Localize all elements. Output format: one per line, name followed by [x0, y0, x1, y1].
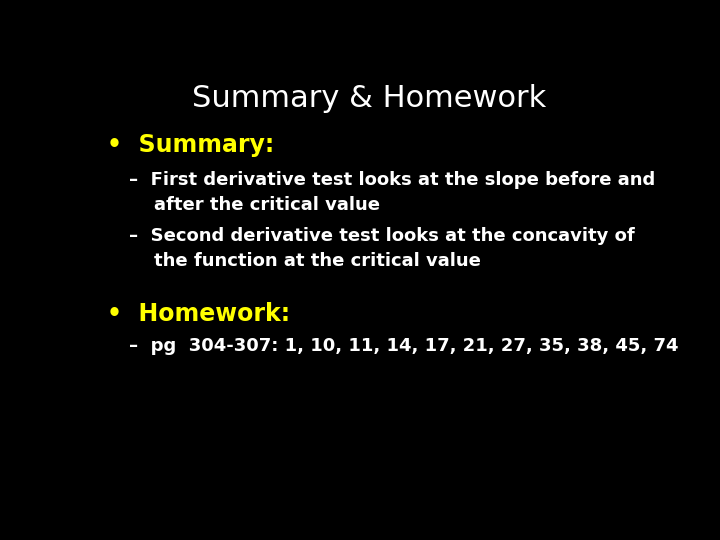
- Text: the function at the critical value: the function at the critical value: [129, 252, 481, 270]
- Text: Summary & Homework: Summary & Homework: [192, 84, 546, 112]
- Text: after the critical value: after the critical value: [129, 196, 380, 214]
- Text: –  pg  304-307: 1, 10, 11, 14, 17, 21, 27, 35, 38, 45, 74: – pg 304-307: 1, 10, 11, 14, 17, 21, 27,…: [129, 337, 678, 355]
- Text: –  First derivative test looks at the slope before and: – First derivative test looks at the slo…: [129, 171, 655, 189]
- Text: •  Homework:: • Homework:: [107, 302, 290, 326]
- Text: –  Second derivative test looks at the concavity of: – Second derivative test looks at the co…: [129, 227, 635, 245]
- Text: •  Summary:: • Summary:: [107, 133, 274, 157]
